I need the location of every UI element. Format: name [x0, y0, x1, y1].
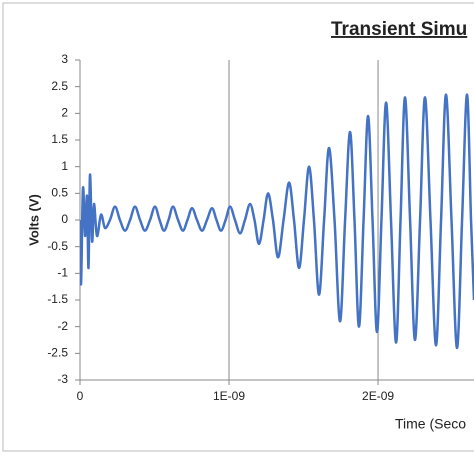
- y-tick-label: 0: [61, 212, 68, 226]
- y-tick-label: 3: [61, 52, 68, 66]
- y-axis-label: Volts (V): [26, 194, 41, 246]
- y-tick-label: -2.5: [47, 346, 68, 360]
- chart-title: Transient Simu: [331, 19, 467, 40]
- y-tick-label: 0.5: [51, 186, 68, 200]
- y-tick-label: -0.5: [47, 239, 68, 253]
- x-tick-label: 1E-09: [213, 389, 245, 403]
- x-tick-label: 0: [77, 389, 84, 403]
- y-tick-label: -2: [57, 319, 68, 333]
- y-tick-label: 1.5: [51, 132, 68, 146]
- y-tick-label: -1: [57, 266, 68, 280]
- x-axis-label: Time (Seco: [395, 416, 466, 432]
- y-tick-label: 2.5: [51, 79, 68, 93]
- y-tick-label: -3: [57, 372, 68, 386]
- y-tick-label: 2: [61, 106, 68, 120]
- data-line: [80, 93, 474, 350]
- y-tick-label: 1: [61, 159, 68, 173]
- x-tick-label: 2E-09: [362, 389, 394, 403]
- y-tick-label: -1.5: [47, 292, 68, 306]
